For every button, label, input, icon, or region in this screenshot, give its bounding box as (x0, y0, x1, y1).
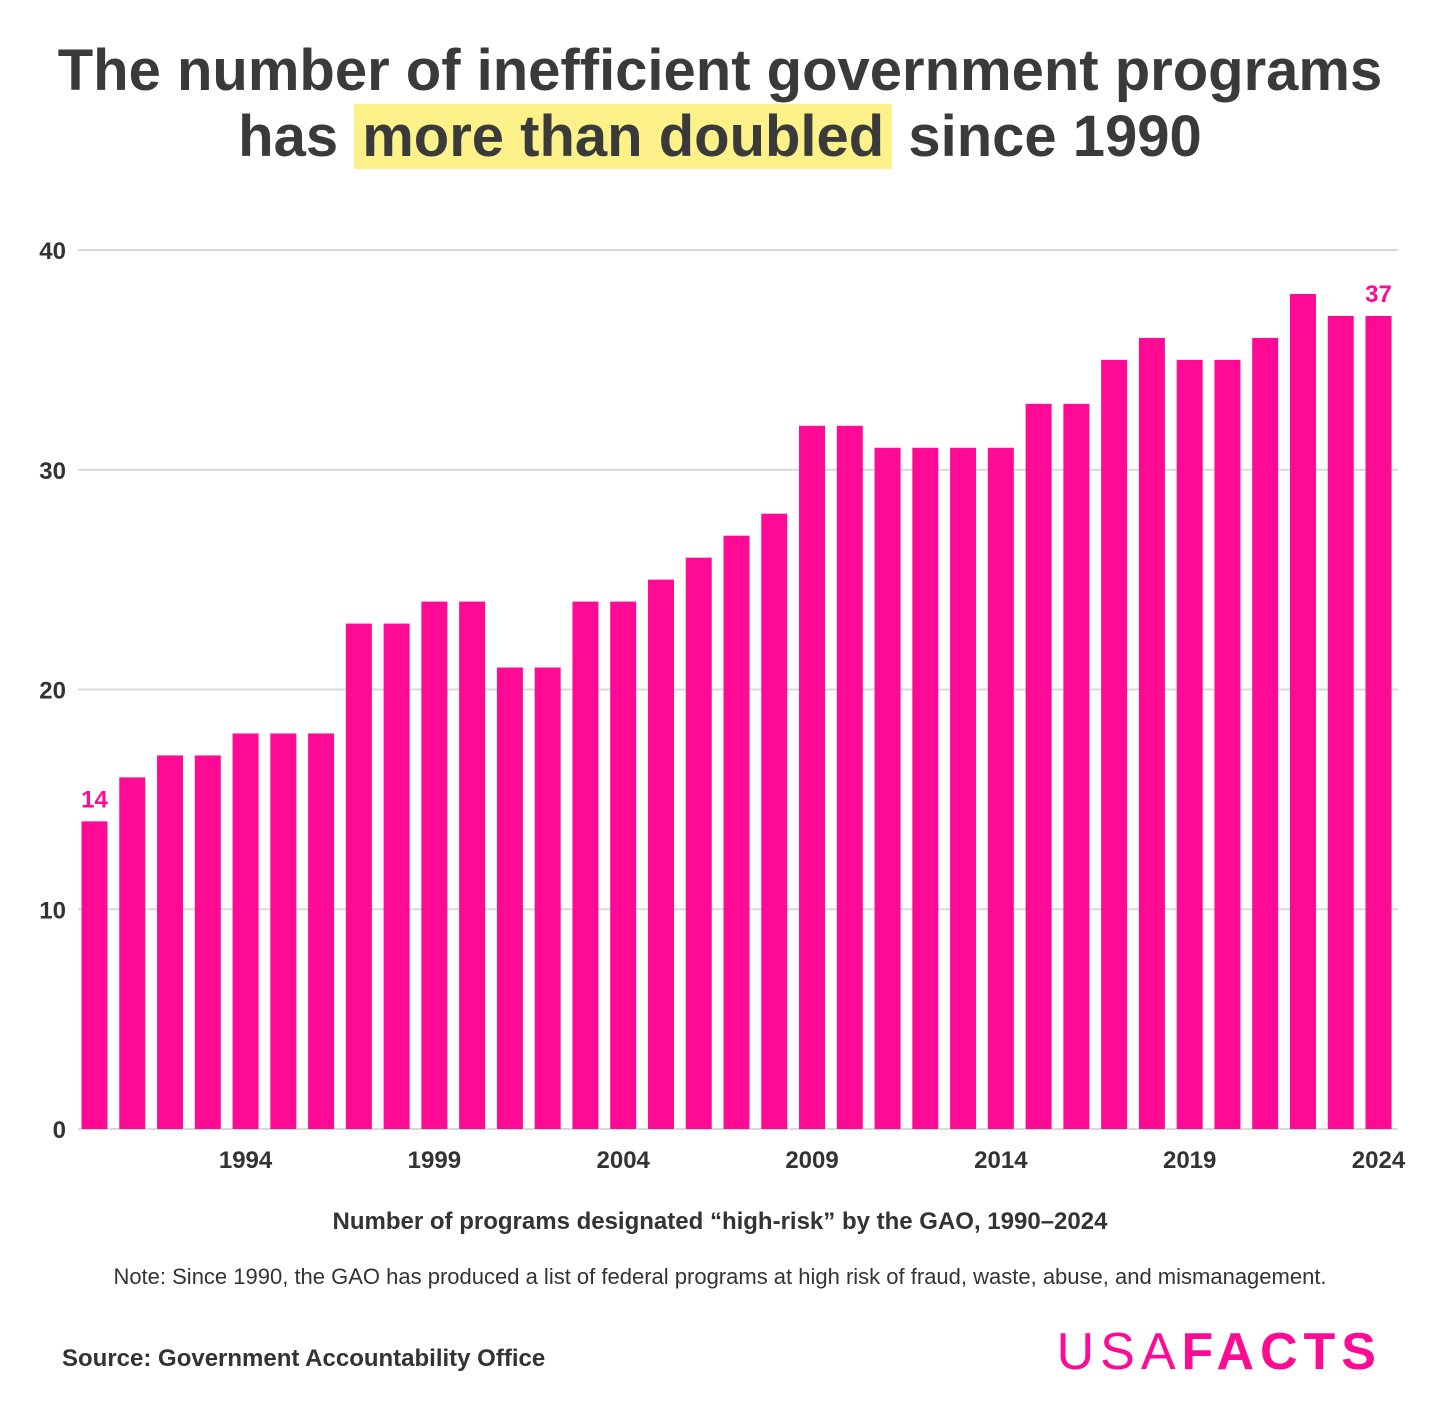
x-tick-label: 2009 (785, 1147, 838, 1174)
y-axis-ticks: 0 10 20 30 40 (39, 238, 66, 1144)
y-tick-label: 40 (39, 238, 66, 265)
bar-2006 (685, 557, 712, 1129)
bar-1992 (157, 755, 184, 1129)
x-tick-label: 1994 (219, 1147, 273, 1174)
source-text: Source: Government Accountability Office (62, 1345, 546, 1372)
bar-1997 (345, 623, 372, 1129)
title-prefix: has (238, 104, 355, 169)
bar-2024 (1365, 315, 1392, 1129)
title-line-2: has more than doubled since 1990 (0, 104, 1440, 170)
bar-2015 (1025, 403, 1052, 1129)
data-labels: 14 37 (81, 281, 1392, 813)
bar-2012 (912, 447, 939, 1129)
x-tick-label: 2019 (1163, 1147, 1216, 1174)
x-axis-caption: Number of programs designated “high-risk… (332, 1208, 1108, 1235)
bar-2009 (799, 425, 826, 1129)
bar-1995 (270, 733, 297, 1129)
bar-2019 (1176, 359, 1203, 1129)
bar-2007 (723, 535, 750, 1129)
x-tick-label: 2024 (1352, 1147, 1406, 1174)
title-suffix: since 1990 (892, 104, 1202, 169)
bar-chart: 0 10 20 30 40 1994 1999 2004 2009 2014 2019 2024 1… (39, 238, 1406, 1174)
bar-2020 (1214, 359, 1241, 1129)
x-tick-label: 2004 (597, 1147, 651, 1174)
bar-1993 (194, 755, 221, 1129)
bar-1998 (383, 623, 410, 1129)
bar-1994 (232, 733, 259, 1129)
x-tick-label: 1999 (408, 1147, 461, 1174)
bar-2010 (836, 425, 863, 1129)
bar-2016 (1063, 403, 1090, 1129)
bar-2021 (1252, 337, 1279, 1129)
title-highlight: more than doubled (354, 104, 893, 169)
bar-2004 (610, 601, 637, 1129)
bar-2005 (647, 579, 674, 1129)
data-label-1990: 14 (81, 786, 108, 813)
bar-2001 (496, 667, 523, 1129)
bar-2013 (950, 447, 977, 1129)
logo-facts: FACTS (1181, 1323, 1382, 1381)
y-tick-label: 0 (53, 1117, 66, 1144)
bar-2008 (761, 513, 788, 1129)
bar-2022 (1289, 293, 1316, 1129)
chart-note: Note: Since 1990, the GAO has produced a… (113, 1264, 1327, 1289)
bar-2000 (459, 601, 486, 1129)
y-tick-label: 10 (39, 897, 66, 924)
bar-2023 (1327, 315, 1354, 1129)
bar-1999 (421, 601, 448, 1129)
x-axis-ticks: 1994 1999 2004 2009 2014 2019 2024 (219, 1147, 1406, 1174)
bar-1996 (308, 733, 335, 1129)
usafacts-logo: USAFACTS (1057, 1322, 1382, 1382)
bar-2002 (534, 667, 561, 1129)
y-tick-label: 30 (39, 458, 66, 485)
bar-2011 (874, 447, 901, 1129)
bar-2018 (1138, 337, 1165, 1129)
y-tick-label: 20 (39, 678, 66, 705)
bar-2017 (1101, 359, 1128, 1129)
data-label-2024: 37 (1365, 281, 1392, 308)
x-tick-label: 2014 (974, 1147, 1028, 1174)
logo-usa: USA (1056, 1323, 1182, 1381)
bars (81, 293, 1392, 1129)
bar-1991 (119, 777, 146, 1129)
bar-2003 (572, 601, 599, 1129)
bar-2014 (987, 447, 1014, 1129)
title-line-1: The number of inefficient government pro… (57, 38, 1383, 103)
bar-1990 (81, 821, 108, 1129)
chart-title: The number of inefficient government pro… (0, 38, 1440, 170)
